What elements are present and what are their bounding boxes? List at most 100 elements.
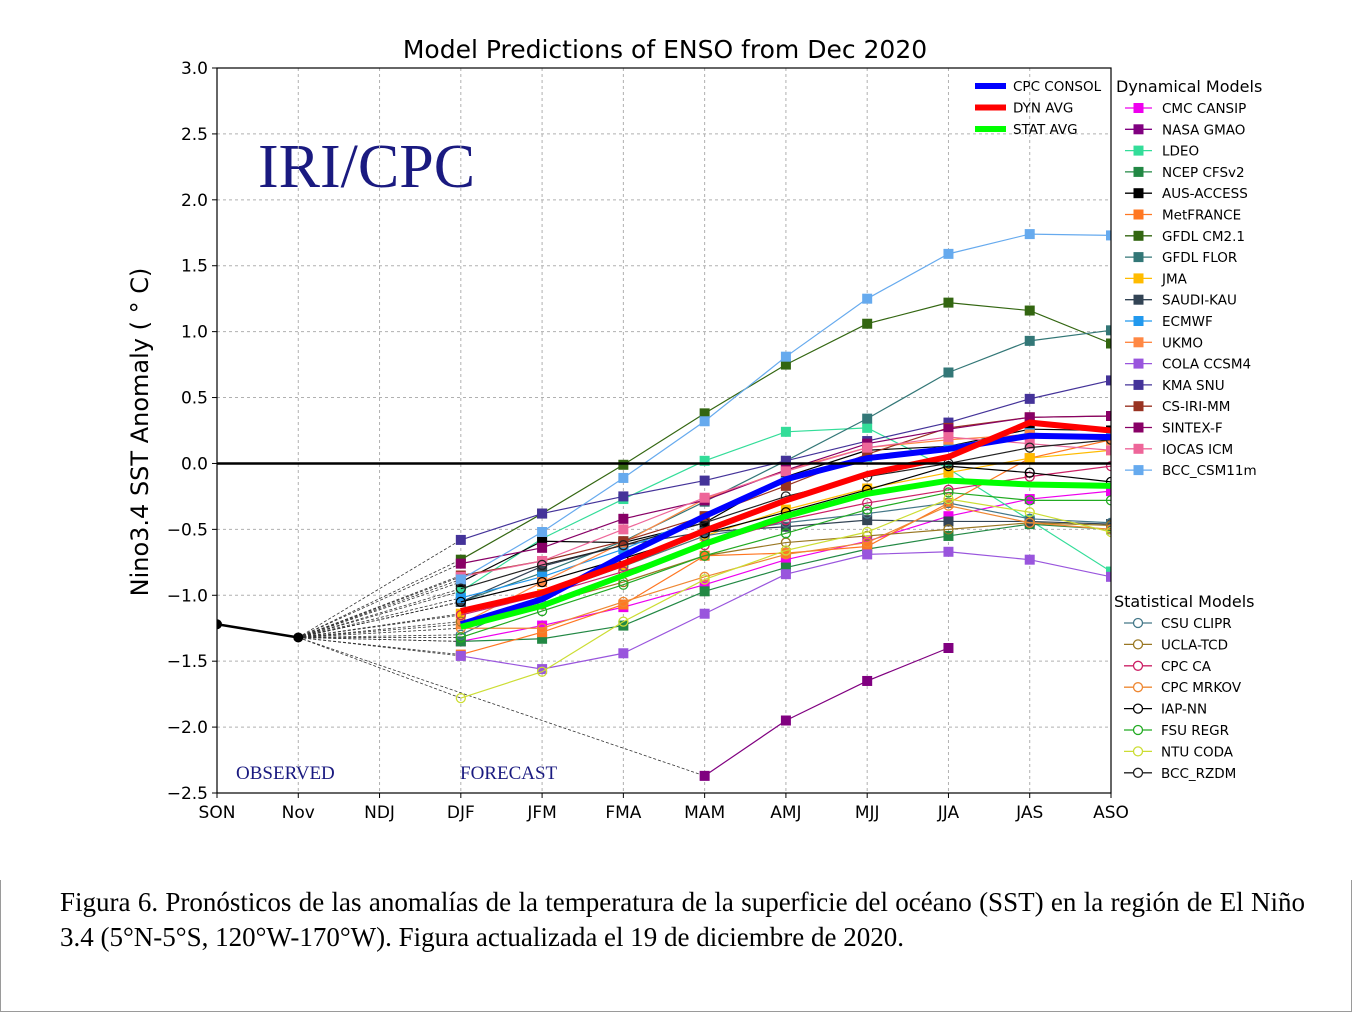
legend-label: CSU CLIPR xyxy=(1161,616,1232,632)
data-point xyxy=(455,586,466,597)
data-point xyxy=(943,546,954,557)
legend-label: AUS-ACCESS xyxy=(1162,186,1248,202)
legend-label: KMA SNU xyxy=(1162,378,1225,394)
data-point xyxy=(780,528,792,539)
data-point xyxy=(537,561,548,572)
legend-marker xyxy=(1132,767,1144,778)
data-point xyxy=(699,586,710,597)
projection-line xyxy=(298,588,461,638)
data-point xyxy=(862,675,873,686)
legend-marker xyxy=(1133,124,1144,135)
legend-label: BCC_CSM11m xyxy=(1162,463,1257,479)
data-point xyxy=(1024,494,1035,505)
data-point xyxy=(1024,517,1035,528)
data-point xyxy=(536,666,548,677)
data-point xyxy=(862,549,873,560)
data-point xyxy=(1024,507,1035,518)
data-point xyxy=(943,417,954,428)
data-point xyxy=(1024,516,1035,527)
series-line xyxy=(460,439,1111,590)
data-point xyxy=(780,545,792,556)
projection-line xyxy=(298,579,461,638)
projection-fan xyxy=(298,539,705,777)
data-point xyxy=(699,608,710,619)
series-line xyxy=(460,477,1111,630)
data-point xyxy=(455,534,466,545)
plot-frame xyxy=(216,67,1112,794)
data-point xyxy=(1106,338,1111,349)
legend-marker xyxy=(1132,639,1144,650)
data-point xyxy=(862,442,873,453)
projection-line xyxy=(298,575,461,638)
data-point xyxy=(1024,467,1035,478)
data-point xyxy=(455,692,466,704)
legend-marker xyxy=(1133,379,1144,390)
projection-line xyxy=(298,627,461,638)
y-tick-label: 1.0 xyxy=(181,323,208,343)
series-cola-ccsm4 xyxy=(455,546,1111,675)
data-point xyxy=(618,616,629,627)
data-point xyxy=(1024,453,1035,464)
data-point xyxy=(1106,519,1111,530)
series-line xyxy=(460,498,1111,699)
legend-label: JMA xyxy=(1161,271,1188,287)
data-point xyxy=(1024,554,1035,565)
series-stat-avg xyxy=(460,477,1111,630)
legend-label: CPC MRKOV xyxy=(1161,680,1242,696)
x-tick-label: AMJ xyxy=(770,803,801,823)
series-line xyxy=(704,647,949,777)
legend-statistical-title: Statistical Models xyxy=(1114,592,1255,611)
observed-point xyxy=(217,619,222,630)
y-tick-label: 0.5 xyxy=(181,389,208,409)
legend-marker xyxy=(1133,465,1144,476)
data-point xyxy=(943,500,954,511)
legend-marker xyxy=(1133,166,1144,177)
legend-marker xyxy=(1132,617,1144,629)
legend-marker xyxy=(1133,103,1144,113)
data-point xyxy=(780,351,791,362)
data-point xyxy=(455,629,466,640)
legend-marker xyxy=(1133,230,1144,241)
y-tick-label: 0.0 xyxy=(181,454,208,474)
legend-label: GFDL FLOR xyxy=(1162,250,1237,266)
data-point xyxy=(862,497,873,509)
data-point xyxy=(537,508,548,519)
y-tick-label: −0.5 xyxy=(167,520,208,540)
data-point xyxy=(537,620,548,631)
projection-line xyxy=(298,601,461,638)
projection-line xyxy=(298,559,461,638)
data-point xyxy=(1106,325,1111,336)
x-tick-label: JFM xyxy=(526,803,556,823)
data-point xyxy=(455,608,466,619)
data-point xyxy=(780,455,791,466)
iri-cpc-watermark: IRI/CPC xyxy=(258,133,475,201)
legend-label: LDEO xyxy=(1162,144,1199,160)
data-point xyxy=(1024,393,1035,404)
x-tick-label: JAS xyxy=(1015,803,1043,823)
legend-marker xyxy=(1133,145,1144,156)
x-tick-label: NDJ xyxy=(364,803,395,823)
legend-label: NCEP CFSv2 xyxy=(1162,165,1245,181)
legend-label: CMC CANSIP xyxy=(1162,101,1246,117)
data-point xyxy=(536,559,548,571)
data-point xyxy=(862,526,873,538)
data-point xyxy=(537,633,548,644)
projection-line xyxy=(298,597,461,638)
legend-label: IOCAS ICM xyxy=(1162,442,1233,458)
legend-label: UCLA-TCD xyxy=(1161,637,1228,653)
data-point xyxy=(780,426,791,437)
data-point xyxy=(1105,460,1111,472)
data-point xyxy=(699,571,710,582)
legend-label: DYN AVG xyxy=(1013,101,1073,117)
data-point xyxy=(943,432,954,443)
data-point xyxy=(862,536,873,547)
data-point xyxy=(699,550,710,561)
data-point xyxy=(537,664,548,675)
data-point xyxy=(1024,335,1035,346)
data-point xyxy=(943,248,954,259)
legend-marker xyxy=(1133,252,1144,263)
data-point xyxy=(780,466,791,477)
data-point xyxy=(537,542,548,553)
enso-chart: Model Predictions of ENSO from Dec 2020 … xyxy=(126,35,1263,823)
data-point xyxy=(1105,524,1111,535)
